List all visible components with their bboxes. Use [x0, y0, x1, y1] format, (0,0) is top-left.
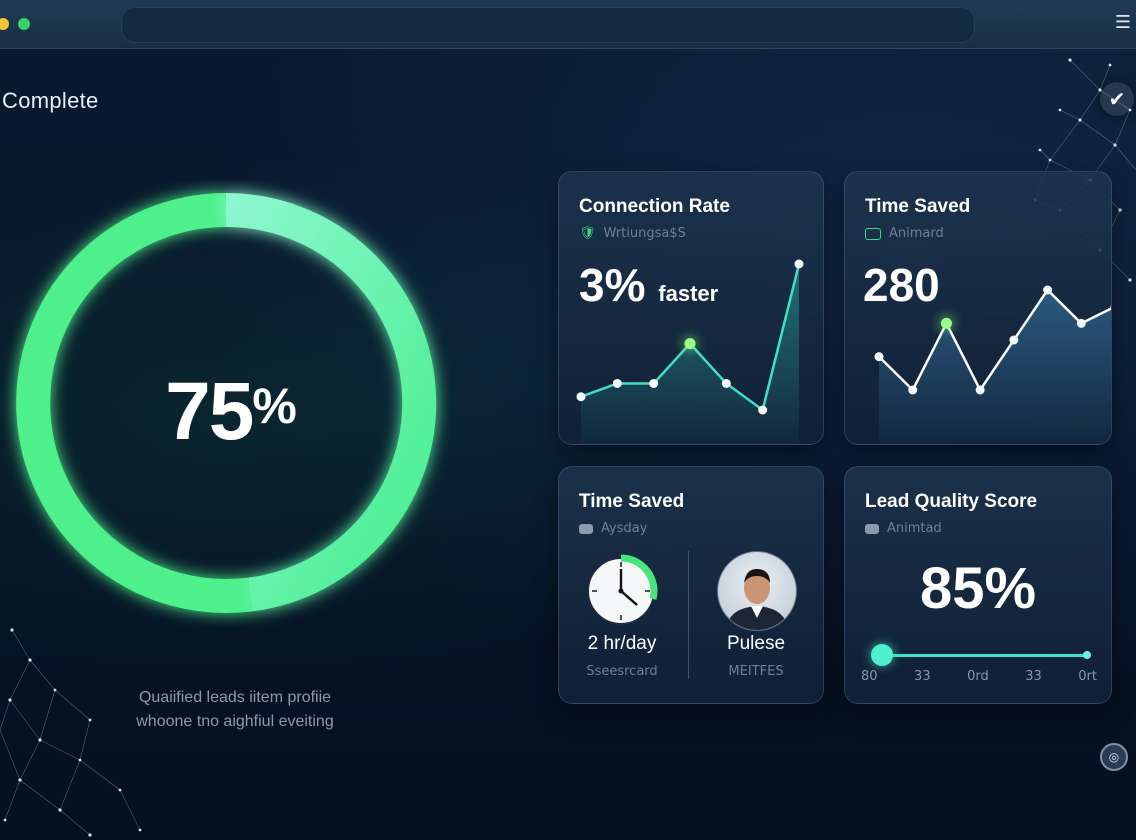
slider-tick-label: 33	[1025, 669, 1042, 684]
address-bar[interactable]	[121, 7, 975, 43]
card-subtitle: Animtad	[865, 521, 942, 536]
maximize-window-button[interactable]	[18, 18, 30, 30]
slider-tick-label: 80	[861, 669, 878, 684]
chart-area	[879, 290, 1111, 444]
card-subtitle: 🛡 Wrtiungsa$S	[579, 226, 686, 241]
gauge-caption-line-2: whoone tno aighfiul eveiting	[136, 713, 334, 730]
chart-point	[794, 259, 804, 269]
connection-rate-card[interactable]: Connection Rate 🛡 Wrtiungsa$S 3% faster	[558, 171, 824, 445]
chart-point	[684, 338, 696, 350]
lead-quality-value: 85%	[919, 556, 1037, 621]
person-label: Pulese	[726, 633, 786, 654]
chart-point	[874, 352, 884, 362]
info-icon[interactable]: ◎	[1100, 743, 1128, 771]
lead-quality-card[interactable]: Lead Quality Score Animtad 85% 80 33 0rd 33…	[844, 466, 1112, 704]
card-title: Time Saved	[579, 491, 685, 512]
gauge-value-unit: %	[252, 378, 296, 434]
browser-toolbar: ☰	[0, 0, 1136, 49]
hamburger-menu-icon[interactable]: ☰	[1114, 12, 1132, 33]
slider-track[interactable]	[881, 654, 1087, 657]
slider-ticks: 80 33 0rd 33 0rt	[861, 669, 1097, 684]
slider-handle[interactable]	[871, 644, 893, 666]
gauge-ring	[16, 193, 437, 613]
chart-point	[908, 385, 918, 395]
connection-rate-value: 3% faster	[579, 258, 718, 312]
chart-point	[576, 392, 586, 402]
card-subtitle: Animard	[865, 226, 944, 241]
slider-tick-label: 33	[914, 669, 931, 684]
clock-label: 2 hr/day	[587, 633, 657, 654]
checkmark-icon[interactable]: ✔	[1100, 82, 1134, 116]
gauge-caption: Quaiified leads iitem profiie whoone tno…	[110, 686, 360, 734]
chart-point	[1043, 285, 1053, 295]
card-title: Time Saved	[865, 196, 971, 217]
tag-icon	[579, 523, 593, 534]
card-title: Lead Quality Score	[865, 491, 1038, 512]
connection-rate-suffix: faster	[658, 281, 719, 306]
card-subtitle-text: Animard	[889, 226, 944, 241]
time-saved-chart-card[interactable]: Time Saved Animard 280	[844, 171, 1112, 445]
connection-rate-chart	[576, 259, 804, 444]
divider	[688, 551, 689, 679]
card-subtitle-text: Animtad	[887, 521, 942, 536]
chart-point	[649, 378, 659, 388]
chart-point	[975, 385, 985, 395]
gauge-progress-arc	[16, 193, 253, 613]
person-sublabel: MEITFES	[728, 664, 784, 679]
card-subtitle: Aysday	[579, 521, 647, 536]
slider-end-marker	[1083, 651, 1091, 659]
time-saved-chart	[874, 285, 1111, 444]
avatar	[717, 551, 797, 631]
clock-sublabel: Sseesrcard	[586, 664, 658, 679]
card-subtitle-text: Aysday	[601, 521, 648, 536]
gauge-caption-line-1: Quaiified leads iitem profiie	[138, 689, 332, 706]
connection-rate-number: 3%	[579, 259, 646, 311]
minimize-window-button[interactable]	[0, 18, 9, 30]
chart-line	[878, 288, 1111, 393]
page-title: Complete	[2, 88, 99, 113]
slider-tick-label: 0rd	[967, 669, 989, 684]
gauge-value-number: 75	[165, 366, 254, 457]
shield-icon: 🛡	[579, 226, 596, 241]
toggle-icon	[865, 227, 881, 240]
chart-point	[1076, 318, 1086, 328]
completion-gauge	[0, 180, 460, 640]
chart-point	[612, 378, 622, 388]
time-saved-detail-card[interactable]: Time Saved Aysday 2 hr/day	[558, 466, 824, 704]
card-title: Connection Rate	[579, 196, 730, 217]
chart-point	[1110, 304, 1111, 309]
chart-point	[940, 317, 952, 329]
clock-icon	[587, 554, 658, 625]
gauge-value: 75%	[150, 365, 310, 459]
time-saved-value: 280	[863, 259, 940, 311]
gauge-remaining-arc	[225, 193, 437, 612]
chart-point	[758, 405, 768, 415]
slider-tick-label: 0rt	[1078, 669, 1097, 684]
card-subtitle-text: Wrtiungsa$S	[603, 226, 686, 241]
chart-area	[581, 264, 799, 444]
tag-icon	[865, 523, 879, 534]
chart-point	[1009, 335, 1019, 345]
chart-point	[721, 378, 731, 388]
